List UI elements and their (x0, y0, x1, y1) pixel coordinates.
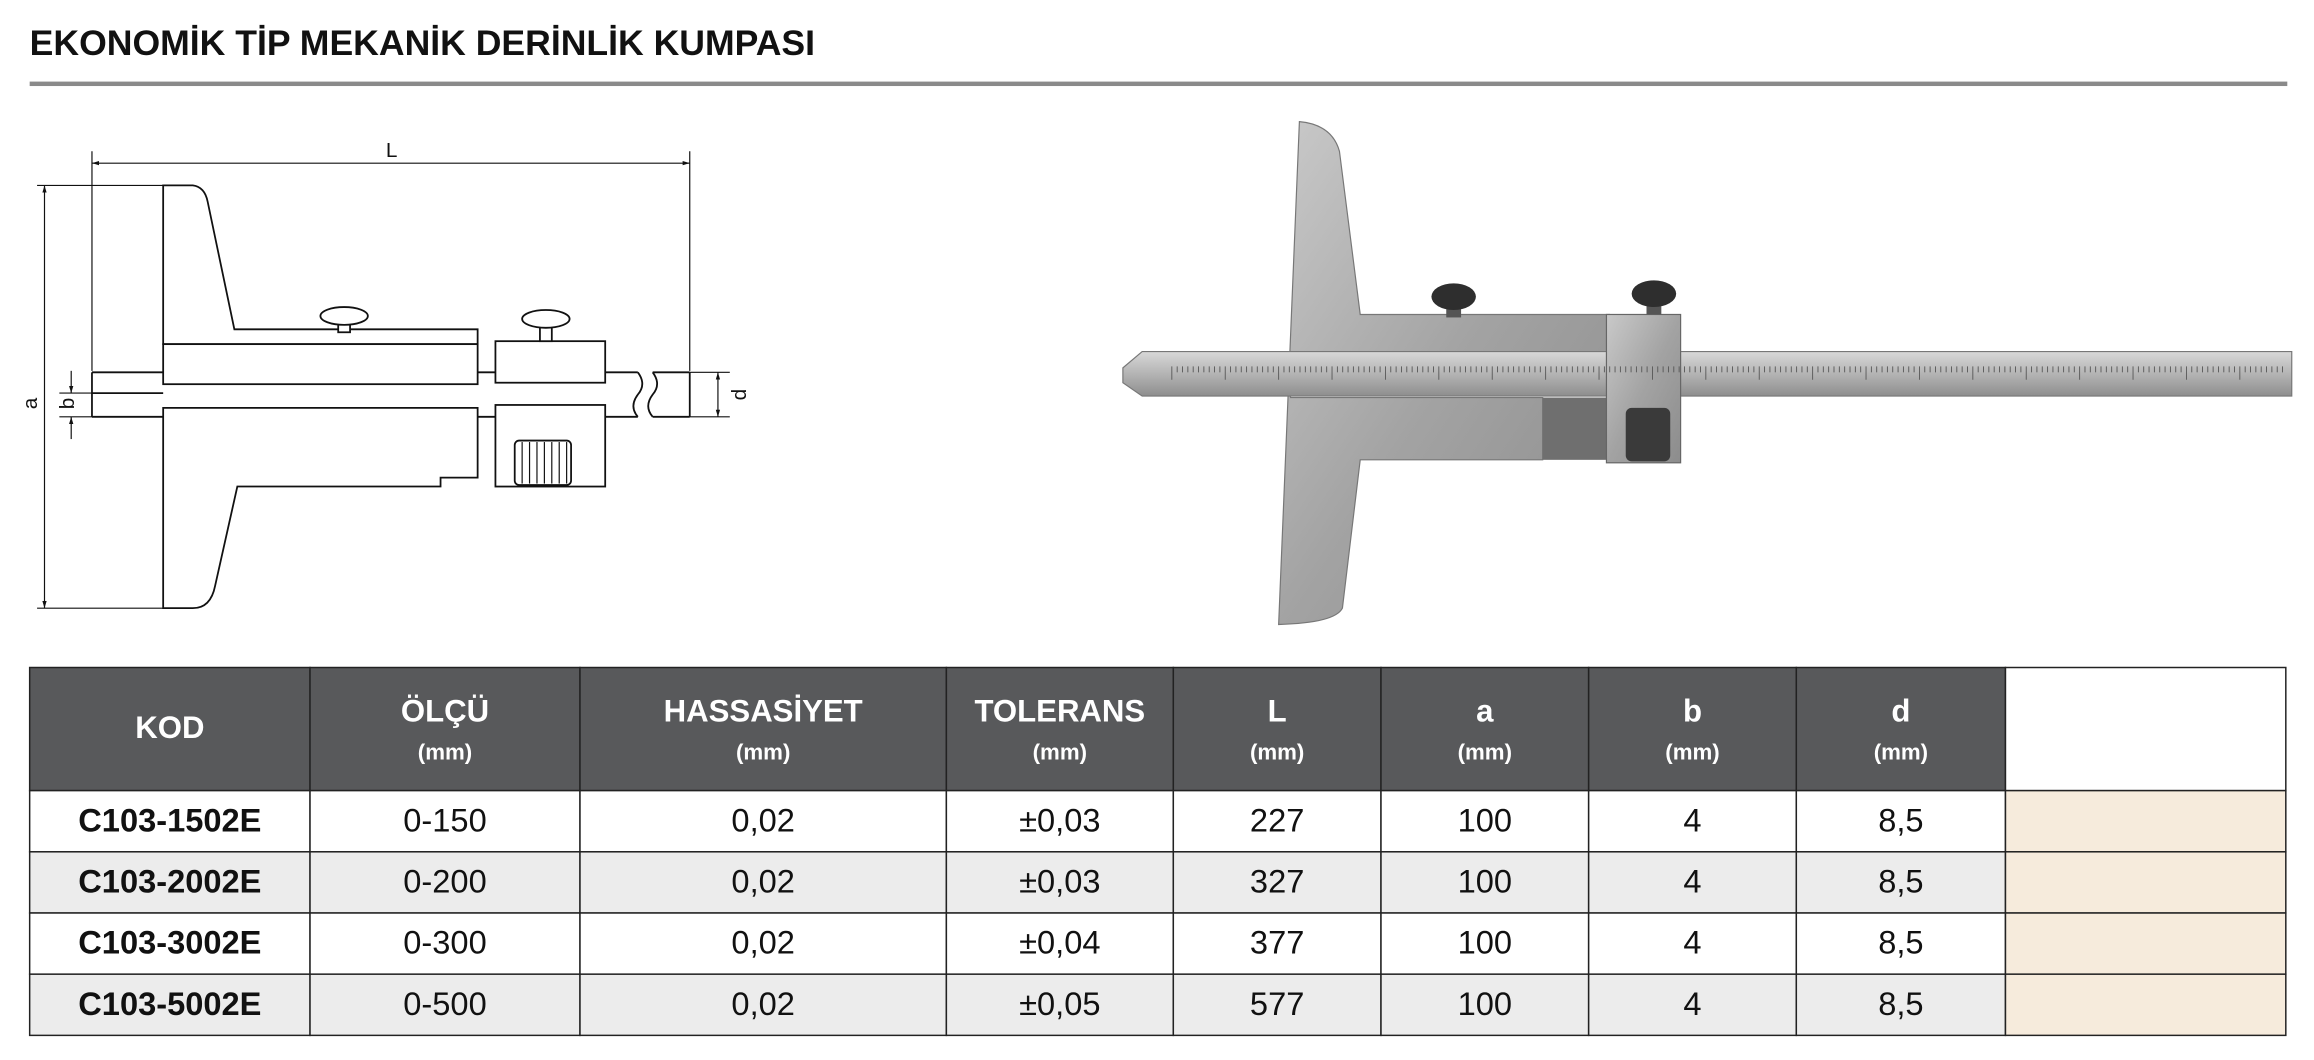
header-unit: (mm) (1665, 739, 1719, 764)
cell-value: ±0,03 (1019, 863, 1100, 900)
cell-value: 0,02 (731, 924, 795, 961)
header-label: L (1268, 694, 1287, 729)
header-label: FİYAT USD (2066, 710, 2225, 745)
header-label: b (1683, 694, 1702, 729)
table-cell (28, 912, 311, 975)
header-label: d (1891, 694, 1910, 729)
price-cell (2004, 851, 2287, 914)
header-label: ÖLÇÜ (401, 694, 489, 729)
cell-value: 4 (1683, 924, 1701, 961)
cell-value: 8,5 (1878, 801, 1923, 838)
price-cell (2004, 973, 2287, 1037)
table-cell (1380, 789, 1590, 853)
header-unit: (mm) (418, 739, 472, 764)
cell-value: 0,02 (731, 985, 795, 1022)
header-label: a (1476, 694, 1494, 729)
dim-label: d (728, 389, 751, 401)
table-cell (1380, 912, 1590, 975)
table-cell (1587, 789, 1798, 853)
header-unit: (mm) (1033, 739, 1087, 764)
table-cell (1587, 912, 1798, 975)
table-cell (579, 912, 948, 975)
cell-value: ±0,05 (1019, 985, 1100, 1022)
table-cell (1172, 912, 1382, 975)
header-cell (309, 666, 581, 792)
header-label: TOLERANS (974, 694, 1145, 729)
cell-value: 0-200 (403, 863, 486, 900)
cell-value: 577 (1250, 985, 1304, 1022)
header-unit: (mm) (1874, 739, 1928, 764)
table-cell (1795, 789, 2007, 853)
table-cell (945, 789, 1175, 853)
table-cell (945, 851, 1175, 914)
header-cell (1172, 666, 1382, 792)
table-cell (309, 851, 581, 914)
page-title: EKONOMİK TİP MEKANİK DERİNLİK KUMPASI (30, 23, 815, 63)
table-cell (1795, 973, 2007, 1037)
cell-value: 4 (1683, 801, 1701, 838)
cell-value: 8,5 (1878, 985, 1923, 1022)
cell-value: 100 (1458, 801, 1512, 838)
cell-value: 377 (1250, 924, 1304, 961)
table-cell (28, 789, 311, 853)
table-cell (1587, 851, 1798, 914)
header-cell (945, 666, 1175, 792)
product-photo (1122, 120, 2293, 626)
header-cell (1795, 666, 2007, 792)
cell-value: 4 (1683, 985, 1701, 1022)
cell-value: 327 (1250, 863, 1304, 900)
header-label: HASSASİYET (664, 694, 863, 729)
table-cell (1795, 851, 2007, 914)
dim-label: b (56, 398, 79, 410)
cell-value: 0,02 (731, 801, 795, 838)
cell-value: 100 (1458, 924, 1512, 961)
dim-label: a (19, 397, 42, 409)
header-cell (579, 666, 948, 792)
spec-table: KOD ÖLÇÜ (mm) HASSASİYET (mm) TOLERANS (mm) L (m… (28, 666, 2287, 1037)
price-cell (2004, 789, 2287, 853)
cell-value: 100 (1458, 985, 1512, 1022)
header-label: KOD (135, 710, 204, 745)
cell-value: 0-500 (403, 985, 486, 1022)
table-cell (28, 851, 311, 914)
table-cell (309, 973, 581, 1037)
cell-value: 0,02 (731, 863, 795, 900)
cell-value: 100 (1458, 863, 1512, 900)
cell-value: 8,5 (1878, 924, 1923, 961)
cell-value: ±0,03 (1019, 801, 1100, 838)
header-unit: (mm) (1458, 739, 1512, 764)
product-code: C103-2002E (78, 863, 261, 900)
table-cell (579, 973, 948, 1037)
cell-value: 227 (1250, 801, 1304, 838)
table-cell (1587, 973, 1798, 1037)
header-unit: (mm) (1250, 739, 1304, 764)
table-cell (1172, 851, 1382, 914)
header-cell (28, 666, 311, 792)
table-cell (1795, 912, 2007, 975)
header-cell (1587, 666, 1798, 792)
product-code: C103-3002E (78, 924, 261, 961)
title-rule (29, 81, 2288, 87)
cell-value: ±0,04 (1019, 924, 1100, 961)
cell-value: 4 (1683, 863, 1701, 900)
table-cell (945, 973, 1175, 1037)
table-cell (309, 912, 581, 975)
technical-drawing (37, 151, 730, 610)
cell-value: 0-300 (403, 924, 486, 961)
header-unit: (mm) (736, 739, 790, 764)
product-code: C103-1502E (78, 801, 261, 838)
table-cell (1380, 851, 1590, 914)
table-cell (1172, 973, 1382, 1037)
price-cell (2004, 912, 2287, 975)
header-cell (1380, 666, 1590, 792)
cell-value: 0-150 (403, 801, 486, 838)
cell-value: 8,5 (1878, 863, 1923, 900)
product-code: C103-5002E (78, 985, 261, 1022)
table-cell (28, 973, 311, 1037)
dim-label: L (386, 139, 398, 162)
